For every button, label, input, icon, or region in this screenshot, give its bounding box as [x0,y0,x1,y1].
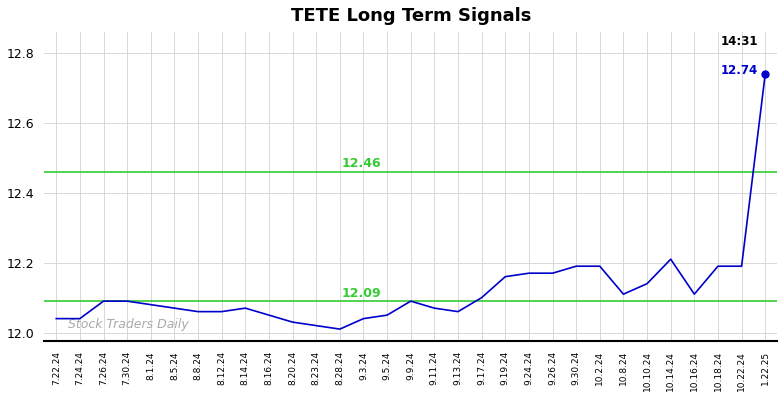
Text: 12.09: 12.09 [341,287,381,300]
Text: Stock Traders Daily: Stock Traders Daily [68,318,189,331]
Point [759,71,771,77]
Text: 12.74: 12.74 [721,64,758,76]
Text: 14:31: 14:31 [720,35,758,48]
Title: TETE Long Term Signals: TETE Long Term Signals [291,7,531,25]
Text: 12.46: 12.46 [341,158,381,170]
